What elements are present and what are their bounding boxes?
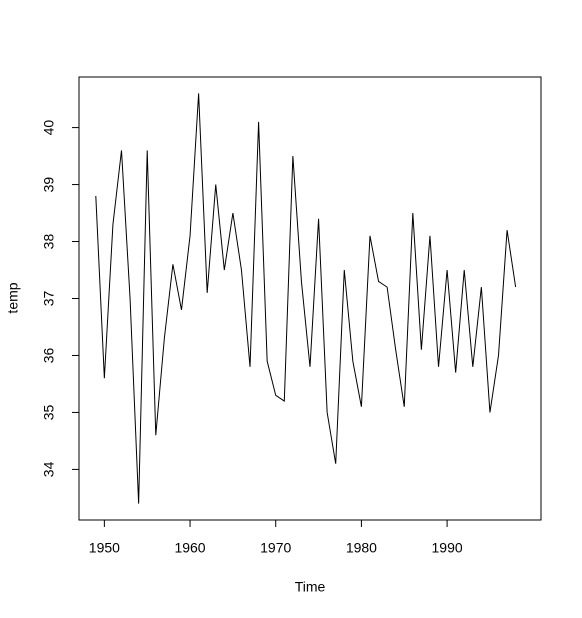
x-tick-label: 1960 <box>174 540 205 556</box>
x-tick-label: 1970 <box>260 540 291 556</box>
y-tick-label: 34 <box>41 461 57 477</box>
x-axis-title: Time <box>295 579 326 595</box>
x-tick-label: 1990 <box>432 540 463 556</box>
y-tick-label: 37 <box>41 291 57 307</box>
x-tick-label: 1980 <box>346 540 377 556</box>
series-line <box>95 93 517 504</box>
y-tick-label: 39 <box>41 177 57 193</box>
y-tick-label: 38 <box>41 234 57 250</box>
y-axis-title: temp <box>5 282 21 313</box>
plot-frame <box>78 76 542 521</box>
x-tick-label: 1950 <box>89 540 120 556</box>
y-tick-label: 35 <box>41 404 57 420</box>
y-tick-label: 40 <box>41 120 57 136</box>
y-tick-label: 36 <box>41 347 57 363</box>
